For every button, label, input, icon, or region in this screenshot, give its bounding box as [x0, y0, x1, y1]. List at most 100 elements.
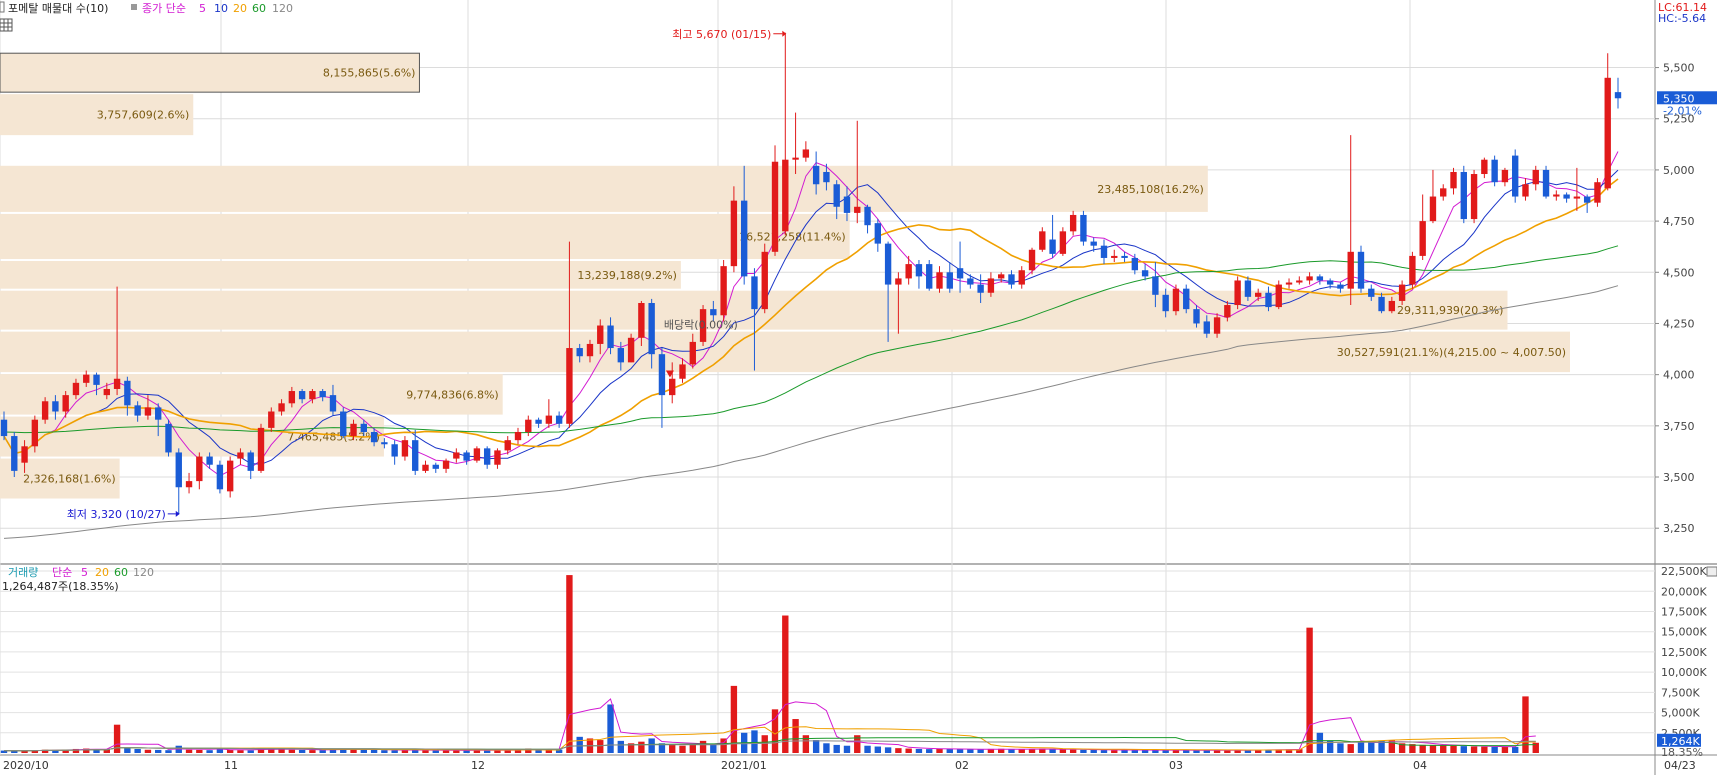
- candle-body: [1429, 196, 1437, 222]
- volume-bar: [319, 750, 326, 753]
- ma-period-10: 10: [214, 2, 228, 15]
- volume-ma-20: 20: [95, 566, 109, 579]
- volume-bar: [41, 749, 49, 753]
- volume-bar: [699, 740, 707, 753]
- volume-ma-5: 5: [81, 566, 88, 579]
- candle-body: [566, 348, 573, 424]
- high-arrow-head: [782, 30, 787, 37]
- x-tick-label: 2020/10: [3, 759, 49, 772]
- volume-profile-bar: [0, 213, 850, 260]
- volume-bar: [1388, 740, 1396, 753]
- volume-bar: [1049, 749, 1056, 753]
- candle-body: [1090, 241, 1097, 246]
- candle-body: [185, 481, 193, 488]
- volume-bar: [751, 730, 758, 753]
- volume-bar: [658, 743, 666, 753]
- candle-body: [864, 206, 871, 226]
- dividend-marker: [665, 370, 674, 378]
- candle-body: [1193, 309, 1200, 324]
- volume-bar: [1378, 740, 1385, 753]
- volume-bar: [576, 736, 583, 753]
- candle-body: [432, 464, 439, 469]
- volume-bar: [967, 749, 974, 753]
- volume-bar: [463, 750, 470, 753]
- candle-body: [21, 446, 28, 463]
- y-tick-label: 4,750: [1663, 215, 1695, 228]
- candle-body: [1368, 288, 1375, 297]
- volume-ma-20-line: [3, 726, 1536, 752]
- volume-settings-icon[interactable]: [1706, 566, 1717, 577]
- volume-bar: [494, 750, 501, 753]
- candle-body: [1296, 280, 1303, 283]
- volume-bar: [401, 750, 409, 753]
- volume-bar: [1275, 749, 1282, 753]
- candle-body: [11, 436, 18, 471]
- candle-body: [309, 391, 316, 400]
- price-axis: 5,500 5,250 5,000 4,750 4,500 4,250 4,000 3,750…: [1655, 62, 1717, 535]
- candle-body: [782, 159, 789, 232]
- volume-bar: [103, 749, 110, 753]
- volume-bar: [1141, 750, 1149, 753]
- volume-bar: [977, 749, 984, 753]
- candle-body: [391, 444, 398, 457]
- candle-body: [689, 341, 696, 365]
- candle-body: [1573, 196, 1581, 199]
- volume-bar: [52, 749, 59, 753]
- x-tick-label: 04: [1413, 759, 1427, 772]
- volume-bar: [792, 719, 799, 753]
- volume-bar: [895, 748, 902, 753]
- volume-bar: [1069, 749, 1077, 753]
- volume-bar: [155, 749, 162, 753]
- volume-bar: [679, 745, 686, 753]
- volume-bar: [812, 740, 820, 753]
- volume-bar: [1419, 744, 1426, 753]
- volume-bar: [226, 749, 234, 753]
- candle-body: [679, 364, 686, 379]
- candle-body: [1563, 194, 1570, 199]
- volume-bar: [1131, 749, 1139, 753]
- candle-body: [997, 274, 1005, 279]
- volume-profile-label: 2,326,168(1.6%): [23, 473, 116, 486]
- volume-bar: [453, 750, 460, 753]
- candle-body: [669, 378, 676, 396]
- volume-bar: [689, 744, 696, 753]
- volume-bar: [1450, 745, 1457, 753]
- volume-bar: [638, 741, 645, 753]
- table-toggle-icon[interactable]: [0, 18, 13, 32]
- candle-body: [247, 452, 254, 471]
- candle-body: [144, 407, 152, 416]
- candle-body: [915, 264, 923, 277]
- volume-bar: [1481, 746, 1488, 753]
- volume-bar: [720, 738, 727, 753]
- candle-body: [730, 200, 738, 267]
- annotations: 최고 5,670 (01/15) 최저 3,320 (10/27) 배당락(0.00…: [67, 28, 787, 521]
- candle-body: [977, 284, 984, 293]
- volume-bar: [1224, 750, 1231, 753]
- candle-body: [1491, 159, 1498, 183]
- volume-bar: [997, 748, 1005, 753]
- x-tick-label: 02: [955, 759, 969, 772]
- volume-bar: [11, 750, 18, 753]
- candle-body: [586, 343, 594, 357]
- volume-bar: [627, 743, 635, 753]
- volume-profile-label: 9,774,836(6.8%): [406, 388, 499, 401]
- moving-averages: [3, 151, 1619, 539]
- volume-bar: [340, 748, 347, 753]
- volume-bar: [144, 749, 152, 753]
- volume-bar: [237, 750, 244, 753]
- volume-bar: [1100, 750, 1108, 753]
- volume-bar: [669, 744, 676, 753]
- candle-body: [360, 423, 367, 432]
- volume-bar: [483, 750, 491, 753]
- candle-body: [1265, 292, 1272, 308]
- candle-body: [545, 415, 553, 424]
- candle-body: [936, 272, 943, 289]
- candle-body: [1244, 280, 1252, 297]
- volume-bar: [216, 748, 224, 753]
- y-tick-label: 5,250: [1663, 113, 1695, 126]
- low-arrow-head: [175, 510, 180, 517]
- volume-bar: [864, 745, 871, 753]
- volume-profile-bar: [0, 458, 120, 499]
- volume-bar: [545, 749, 553, 753]
- volume-bar: [710, 744, 717, 753]
